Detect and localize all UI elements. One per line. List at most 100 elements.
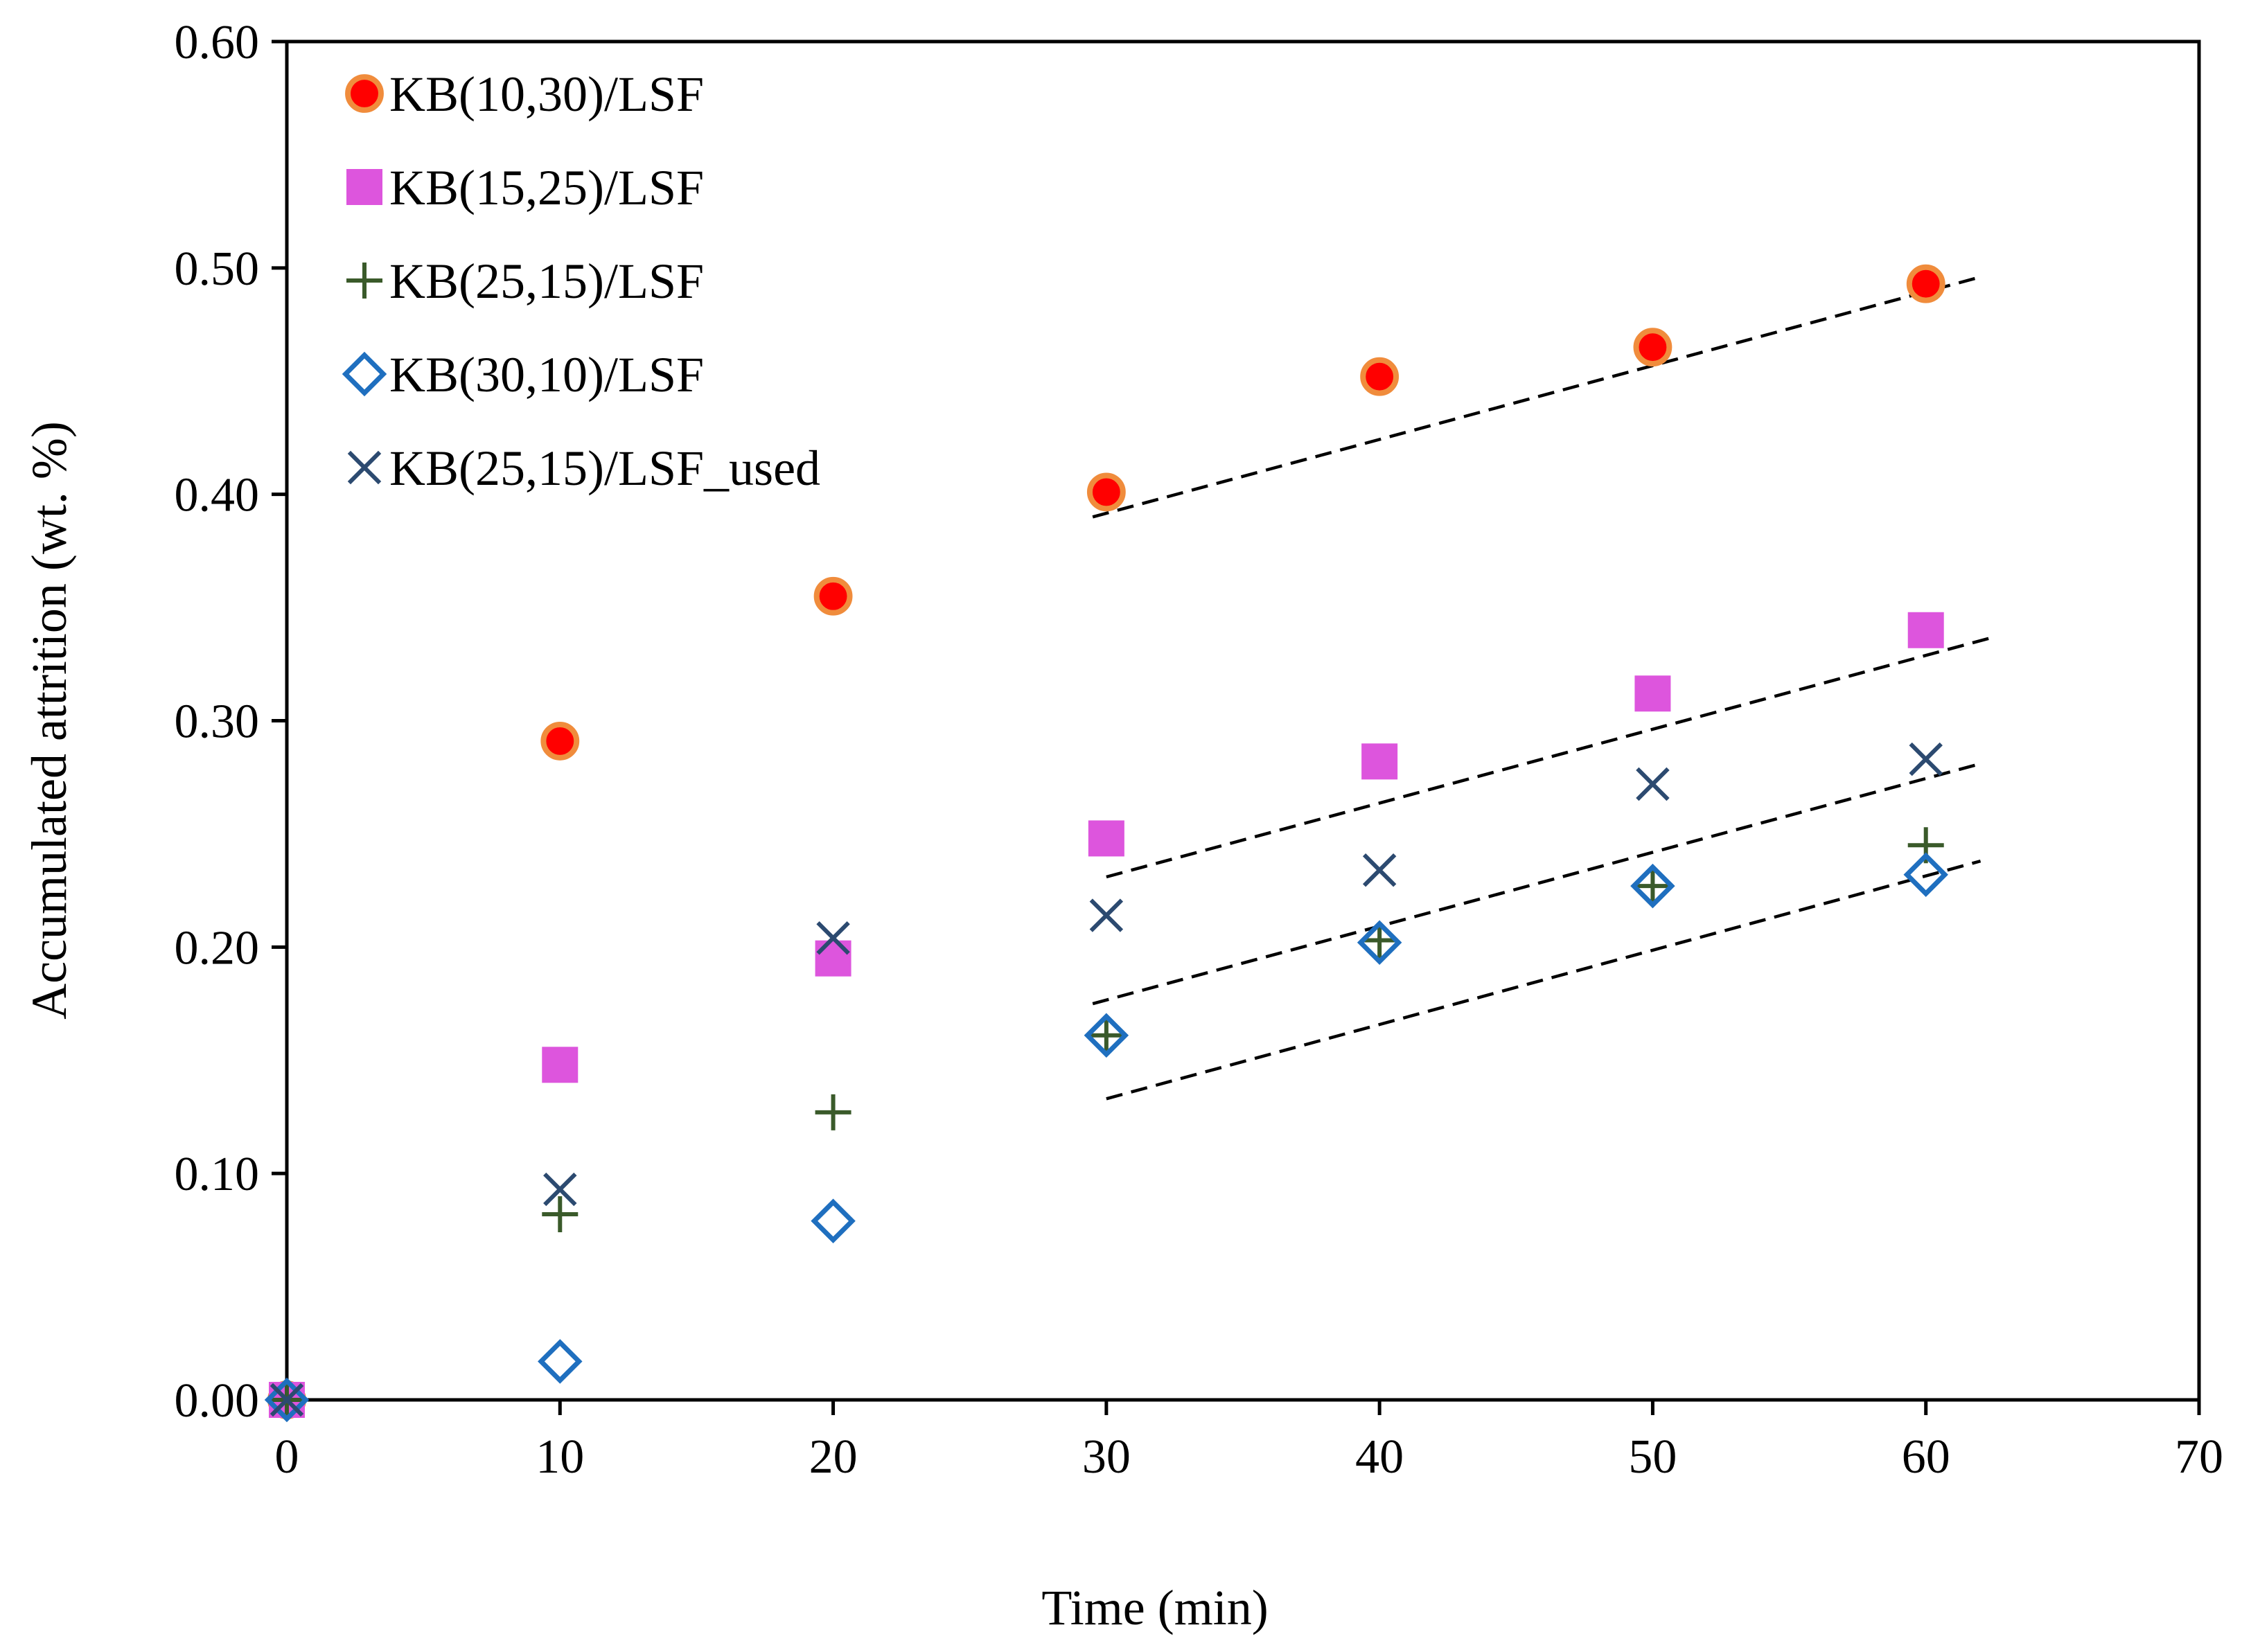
circle-marker bbox=[813, 576, 853, 616]
diamond-marker bbox=[1903, 852, 1948, 897]
x-tick-label: 60 bbox=[1902, 1430, 1950, 1484]
circle-marker bbox=[1906, 264, 1945, 303]
data-point bbox=[1909, 742, 1943, 776]
series-4 bbox=[264, 852, 1948, 1423]
data-point bbox=[1634, 675, 1671, 712]
x-marker bbox=[543, 1172, 577, 1207]
circle-marker bbox=[540, 721, 580, 761]
data-point bbox=[543, 1172, 577, 1207]
legend-marker bbox=[345, 74, 384, 113]
plus-marker bbox=[815, 1094, 851, 1130]
data-point bbox=[1633, 328, 1672, 367]
data-point bbox=[815, 940, 851, 977]
diamond-marker bbox=[264, 1377, 310, 1423]
x-marker bbox=[1089, 898, 1124, 932]
legend-item-3: KB(25,15)/LSF bbox=[346, 254, 704, 309]
trend-lines bbox=[1092, 275, 1995, 1101]
y-axis-title: Accumulated attrition (wt. %) bbox=[21, 421, 77, 1020]
legend-label: KB(25,15)/LSF_used bbox=[389, 441, 820, 496]
data-point bbox=[1636, 767, 1670, 801]
square-marker bbox=[815, 940, 851, 977]
legend-label: KB(15,25)/LSF bbox=[389, 160, 704, 215]
x-axis-ticks: 0 10 20 30 40 50 60 70 bbox=[275, 1400, 2223, 1484]
data-point bbox=[540, 721, 580, 761]
diamond-marker bbox=[811, 1198, 856, 1244]
legend-item-4: KB(30,10)/LSF bbox=[342, 347, 704, 402]
data-point bbox=[1907, 612, 1944, 648]
data-point bbox=[1630, 863, 1675, 909]
x-marker bbox=[1362, 853, 1397, 887]
data-point bbox=[811, 1198, 856, 1244]
legend-label: KB(25,15)/LSF bbox=[389, 254, 704, 309]
legend-item-2: KB(15,25)/LSF bbox=[346, 160, 704, 215]
data-point bbox=[813, 576, 853, 616]
x-tick-label: 50 bbox=[1628, 1430, 1677, 1484]
legend-marker bbox=[346, 169, 382, 205]
circle-marker bbox=[1360, 357, 1400, 396]
data-point bbox=[1357, 920, 1402, 966]
y-tick-label: 0.40 bbox=[175, 469, 260, 522]
data-point bbox=[1360, 357, 1400, 396]
data-point bbox=[1084, 1013, 1129, 1058]
x-marker bbox=[1909, 742, 1943, 776]
plus-marker bbox=[1634, 868, 1671, 905]
legend-item-5: KB(25,15)/LSF_used bbox=[347, 441, 820, 496]
square-marker bbox=[542, 1047, 579, 1083]
square-marker bbox=[1361, 743, 1398, 780]
plus-marker bbox=[1361, 922, 1398, 959]
legend-item-1: KB(10,30)/LSF bbox=[345, 66, 704, 122]
legend-label: KB(30,10)/LSF bbox=[389, 347, 704, 402]
plot-area bbox=[285, 39, 2201, 1402]
y-tick-label: 0.30 bbox=[175, 695, 260, 749]
circle-marker bbox=[1086, 472, 1126, 512]
trend-line bbox=[1106, 859, 1981, 1101]
y-tick-label: 0.60 bbox=[175, 16, 260, 69]
x-tick-label: 40 bbox=[1355, 1430, 1404, 1484]
plus-marker bbox=[542, 1196, 579, 1232]
legend-marker bbox=[346, 263, 382, 299]
data-point bbox=[270, 1383, 304, 1417]
square-marker bbox=[346, 169, 382, 205]
diamond-marker bbox=[1357, 920, 1402, 966]
square-marker bbox=[1907, 612, 1944, 648]
y-tick-label: 0.50 bbox=[175, 242, 260, 296]
data-point bbox=[1088, 1017, 1124, 1054]
x-tick-label: 10 bbox=[536, 1430, 584, 1484]
y-tick-label: 0.20 bbox=[175, 921, 260, 975]
x-marker bbox=[347, 450, 382, 485]
data-point bbox=[542, 1047, 579, 1083]
y-tick-label: 0.00 bbox=[175, 1374, 260, 1428]
x-tick-label: 30 bbox=[1082, 1430, 1131, 1484]
x-tick-label: 70 bbox=[2175, 1430, 2223, 1484]
data-point bbox=[1903, 852, 1948, 897]
legend-marker bbox=[342, 351, 387, 397]
square-marker bbox=[1634, 675, 1671, 712]
x-marker bbox=[1636, 767, 1670, 801]
plus-marker bbox=[346, 263, 382, 299]
diamond-marker bbox=[1630, 863, 1675, 909]
data-point bbox=[1089, 898, 1124, 932]
data-point bbox=[1906, 264, 1945, 303]
data-point bbox=[815, 1094, 851, 1130]
data-point bbox=[1634, 868, 1671, 905]
x-marker bbox=[816, 921, 850, 955]
legend: KB(10,30)/LSF KB(15,25)/LSF KB(25,15)/LSF K… bbox=[342, 66, 820, 496]
diamond-marker bbox=[1084, 1013, 1129, 1058]
series-5 bbox=[270, 742, 1943, 1417]
data-point bbox=[1362, 853, 1397, 887]
legend-label: KB(10,30)/LSF bbox=[389, 66, 704, 122]
circle-marker bbox=[345, 74, 384, 113]
data-point bbox=[1088, 820, 1124, 857]
data-point bbox=[1361, 922, 1398, 959]
data-points bbox=[264, 264, 1948, 1423]
x-tick-label: 20 bbox=[809, 1430, 858, 1484]
diamond-marker bbox=[538, 1339, 583, 1384]
data-point bbox=[1086, 472, 1126, 512]
y-axis-ticks: 0.00 0.10 0.20 0.30 0.40 0.50 0.60 bbox=[175, 16, 287, 1428]
data-point bbox=[1361, 743, 1398, 780]
data-point bbox=[816, 921, 850, 955]
data-point bbox=[542, 1196, 579, 1232]
square-marker bbox=[1088, 820, 1124, 857]
y-tick-label: 0.10 bbox=[175, 1148, 260, 1201]
